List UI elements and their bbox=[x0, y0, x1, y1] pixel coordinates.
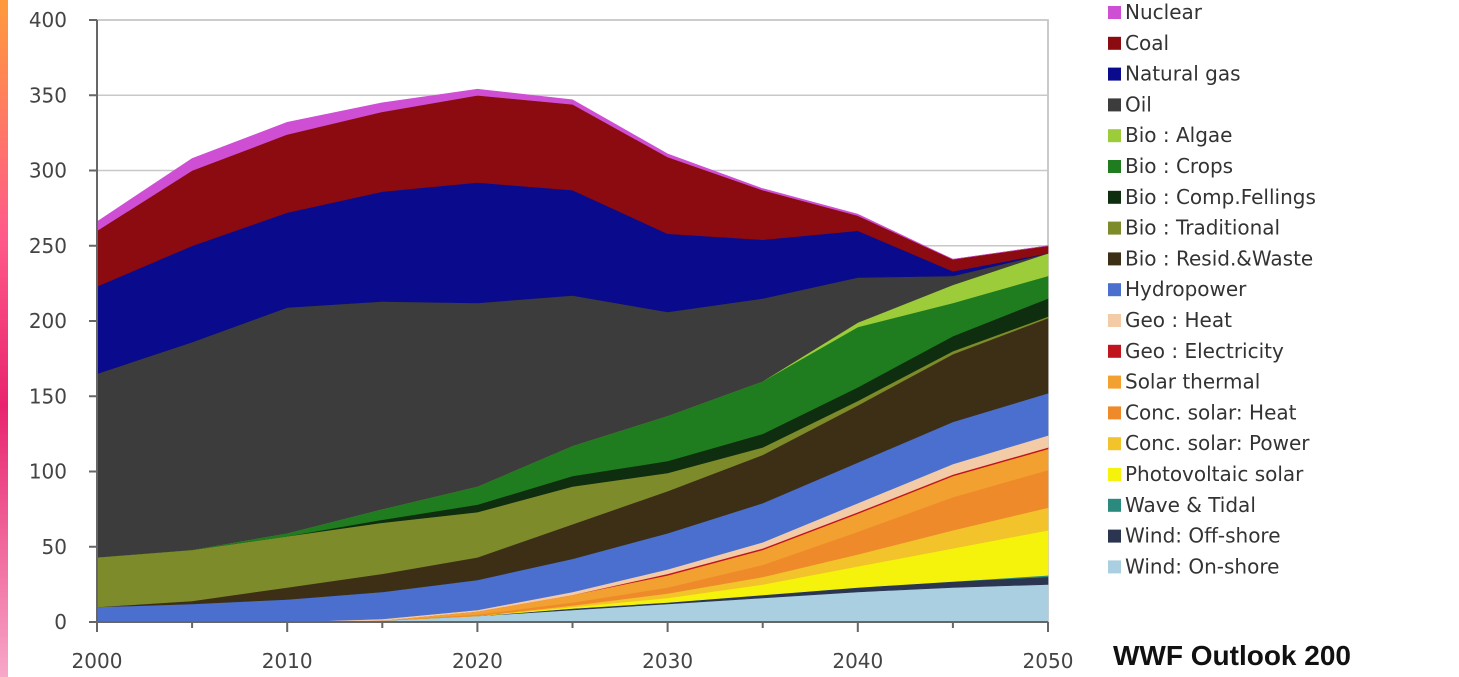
x-tick-label: 2020 bbox=[452, 649, 503, 673]
legend-label: Bio : Traditional bbox=[1125, 216, 1280, 240]
legend-label: Wind: Off-shore bbox=[1125, 524, 1281, 548]
legend-swatch bbox=[1108, 314, 1121, 327]
legend-label: Coal bbox=[1125, 31, 1169, 55]
y-tick-label: 150 bbox=[29, 384, 67, 408]
legend-label: Wave & Tidal bbox=[1125, 493, 1256, 517]
legend-label: Conc. solar: Heat bbox=[1125, 400, 1297, 424]
legend-label: Bio : Comp.Fellings bbox=[1125, 185, 1316, 209]
x-tick-label: 2040 bbox=[832, 649, 883, 673]
legend-item-wind-off-shore: Wind: Off-shore bbox=[1108, 524, 1281, 548]
legend-item-conc-solar-heat: Conc. solar: Heat bbox=[1108, 400, 1297, 424]
y-tick-label: 300 bbox=[29, 159, 67, 183]
legend-label: Geo : Heat bbox=[1125, 308, 1232, 332]
legend-swatch bbox=[1108, 560, 1121, 574]
legend-label: Photovoltaic solar bbox=[1125, 462, 1304, 486]
legend-item-wind-on-shore: Wind: On-shore bbox=[1108, 554, 1279, 578]
legend-item-bio-traditional: Bio : Traditional bbox=[1108, 216, 1280, 240]
y-tick-label: 400 bbox=[29, 8, 67, 32]
legend-item-wave-tidal: Wave & Tidal bbox=[1108, 493, 1256, 517]
y-tick-label: 0 bbox=[54, 610, 67, 634]
y-tick-label: 350 bbox=[29, 83, 67, 107]
legend-swatch bbox=[1108, 36, 1121, 50]
x-tick-label: 2000 bbox=[72, 649, 123, 673]
legend-swatch bbox=[1108, 221, 1121, 235]
legend-swatch bbox=[1108, 98, 1121, 112]
x-tick-label: 2050 bbox=[1023, 649, 1074, 673]
decorative-stripe bbox=[0, 0, 8, 677]
legend-item-oil: Oil bbox=[1108, 92, 1152, 116]
legend-swatch bbox=[1108, 6, 1121, 19]
x-tick-label: 2030 bbox=[642, 649, 693, 673]
x-tick-label: 2010 bbox=[262, 649, 313, 673]
legend-swatch bbox=[1108, 160, 1121, 173]
legend-swatch bbox=[1108, 283, 1121, 297]
legend-item-geo-electricity: Geo : Electricity bbox=[1108, 339, 1284, 363]
legend-item-natural-gas: Natural gas bbox=[1108, 62, 1241, 86]
legend-label: Geo : Electricity bbox=[1125, 339, 1284, 363]
legend-item-bio-crops: Bio : Crops bbox=[1108, 154, 1233, 178]
legend-swatch bbox=[1108, 437, 1121, 451]
legend-swatch bbox=[1108, 529, 1121, 543]
y-tick-label: 50 bbox=[42, 535, 67, 559]
legend-swatch bbox=[1108, 498, 1121, 512]
legend-label: Oil bbox=[1125, 92, 1152, 116]
legend: Nuclear Coal Natural gas Oil Bio : Algae Bio … bbox=[1108, 0, 1316, 578]
legend-item-nuclear: Nuclear bbox=[1108, 0, 1203, 24]
legend-label: Bio : Resid.&Waste bbox=[1125, 246, 1313, 270]
legend-swatch bbox=[1108, 375, 1121, 389]
legend-swatch bbox=[1108, 67, 1121, 81]
legend-item-conc-solar-power: Conc. solar: Power bbox=[1108, 431, 1310, 455]
legend-label: Bio : Crops bbox=[1125, 154, 1233, 178]
legend-item-solar-thermal: Solar thermal bbox=[1108, 370, 1260, 394]
legend-item-geo-heat: Geo : Heat bbox=[1108, 308, 1232, 332]
legend-label: Conc. solar: Power bbox=[1125, 431, 1310, 455]
source-note: WWF Outlook 200 bbox=[1113, 640, 1351, 671]
area-nuclear bbox=[96, 88, 1049, 260]
y-tick-label: 200 bbox=[29, 309, 67, 333]
legend-swatch bbox=[1108, 190, 1121, 204]
legend-label: Wind: On-shore bbox=[1125, 554, 1279, 578]
legend-swatch bbox=[1108, 468, 1121, 481]
legend-item-bio-resid-waste: Bio : Resid.&Waste bbox=[1108, 246, 1313, 270]
area-series-group bbox=[96, 88, 1049, 623]
legend-label: Hydropower bbox=[1125, 277, 1247, 301]
legend-item-coal: Coal bbox=[1108, 31, 1169, 55]
legend-swatch bbox=[1108, 252, 1121, 266]
legend-item-photovoltaic-solar: Photovoltaic solar bbox=[1108, 462, 1304, 486]
legend-swatch bbox=[1108, 129, 1121, 143]
legend-item-bio-algae: Bio : Algae bbox=[1108, 123, 1232, 147]
y-tick-label: 100 bbox=[29, 460, 67, 484]
legend-label: Nuclear bbox=[1125, 0, 1203, 24]
x-axis-tick-labels: 2000 2010 2020 2030 2040 2050 bbox=[72, 649, 1074, 673]
y-axis-tick-labels: 0 50 100 150 200 250 300 350 400 bbox=[29, 8, 67, 634]
legend-label: Bio : Algae bbox=[1125, 123, 1232, 147]
legend-item-hydropower: Hydropower bbox=[1108, 277, 1247, 301]
legend-swatch bbox=[1108, 344, 1121, 358]
legend-item-bio-comp-fellings: Bio : Comp.Fellings bbox=[1108, 185, 1316, 209]
legend-swatch bbox=[1108, 406, 1121, 420]
axes bbox=[89, 19, 1049, 632]
y-tick-label: 250 bbox=[29, 234, 67, 258]
legend-label: Natural gas bbox=[1125, 62, 1241, 86]
legend-label: Solar thermal bbox=[1125, 370, 1260, 394]
